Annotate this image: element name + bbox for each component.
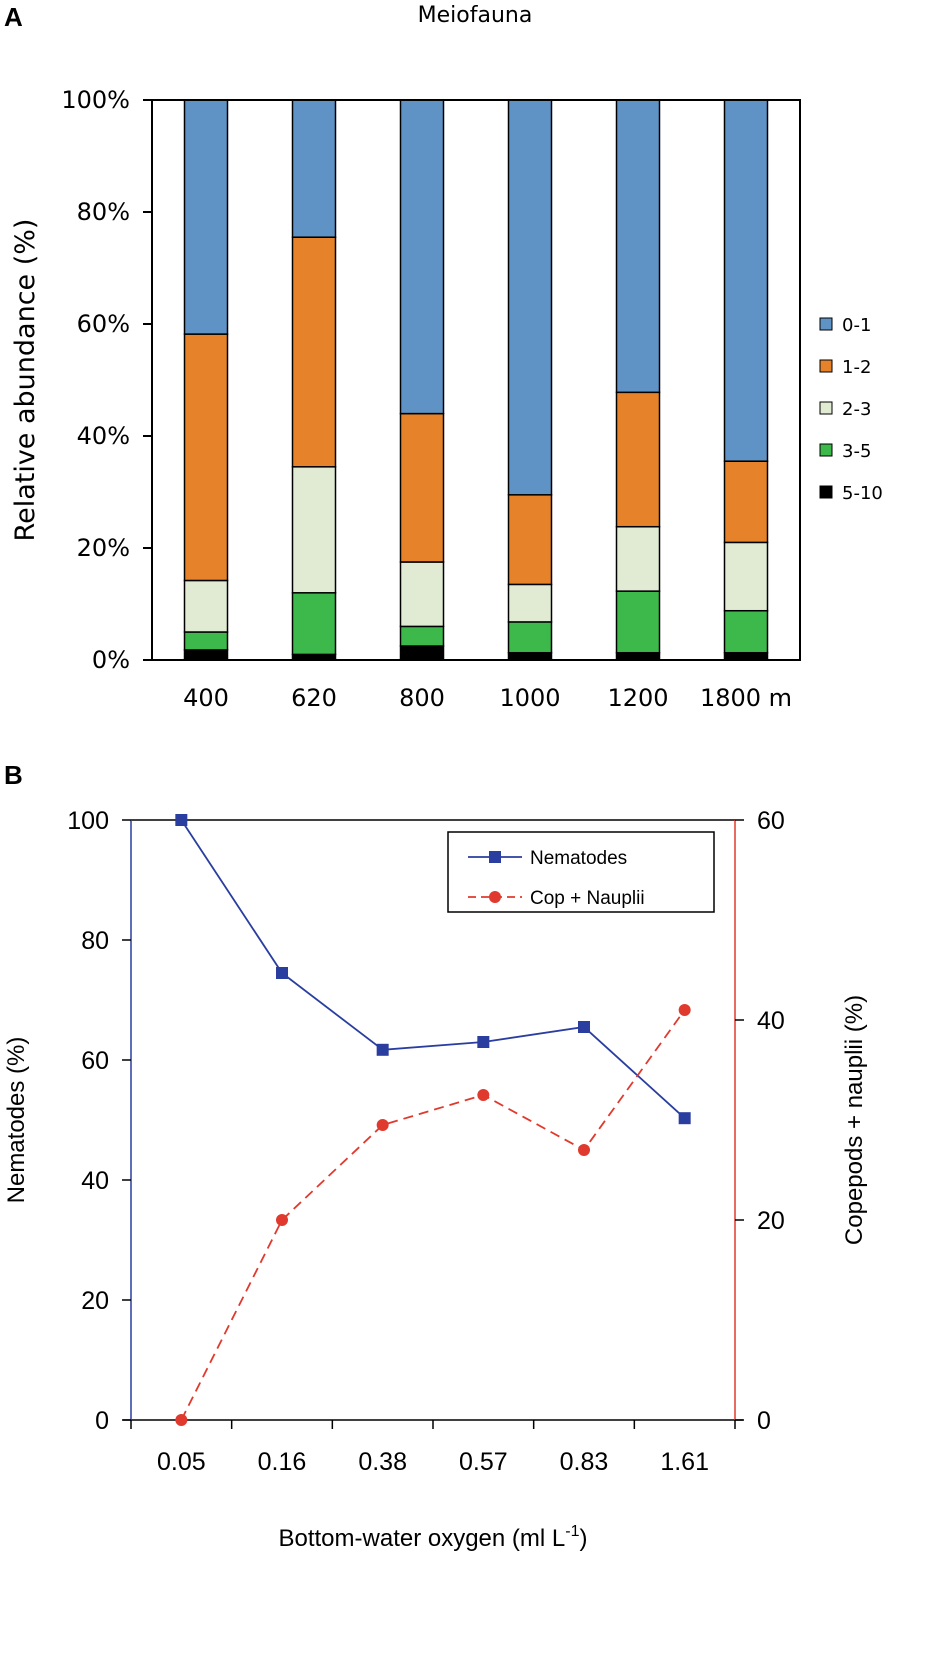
chart-title: Meiofauna — [418, 3, 533, 28]
bar-segment-3-5-620 — [291, 592, 337, 656]
marker-Cop + Nauplii-0.57 — [477, 1089, 490, 1101]
marker-Cop + Nauplii-0.05 — [175, 1414, 188, 1426]
bar-segment-1-2-400 — [183, 333, 229, 582]
x-tick-label: 400 — [183, 684, 229, 712]
legend-label: 2-3 — [842, 399, 871, 420]
bar-segment-3-5-1000 — [507, 621, 553, 654]
bar-segment-0-1-620 — [291, 99, 337, 238]
legend-label: 1-2 — [842, 357, 871, 378]
marker-Nematodes-0.38 — [376, 1043, 389, 1056]
x-tick-label: 1800 m — [700, 684, 792, 712]
x-tick-label: 0.57 — [459, 1448, 508, 1476]
legend-swatch-2-3 — [819, 401, 833, 415]
right-y-axis-label: Copepods + nauplii (%) — [841, 995, 868, 1245]
x-tick-label: 0.83 — [560, 1448, 609, 1476]
marker-Nematodes-0.57 — [477, 1036, 490, 1048]
legend-label: 0-1 — [842, 315, 871, 336]
marker-Nematodes-0.05 — [175, 814, 188, 826]
x-axis-label-close: ) — [580, 1525, 588, 1552]
right-y-tick-label: 20 — [757, 1207, 785, 1235]
bar-segment-5-10-1000 — [507, 651, 553, 661]
panel-b-line-chart: 0.05 0.16 0.38 0.57 0.83 1.61 0 20 40 60 80 100 0 20 4… — [3, 807, 868, 1552]
bar-segment-1-2-1000 — [507, 494, 553, 586]
legend-swatch-1-2 — [819, 359, 833, 373]
x-tick-label: 0.05 — [157, 1448, 206, 1476]
marker-Cop + Nauplii-0.83 — [578, 1144, 590, 1156]
legend-label: 3-5 — [842, 441, 871, 462]
left-y-tick-label: 20 — [81, 1287, 109, 1315]
x-axis-label-superscript: -1 — [565, 1523, 579, 1540]
marker-Nematodes-0.16 — [276, 967, 288, 979]
bar-segment-5-10-400 — [183, 649, 229, 661]
legend-swatch-0-1 — [819, 317, 833, 331]
legend-marker-Nematodes — [489, 851, 501, 863]
x-tick-label: 1.61 — [660, 1448, 709, 1476]
x-axis-label: Bottom-water oxygen (ml L-1) — [278, 1523, 587, 1552]
left-y-tick-label: 40 — [81, 1167, 109, 1195]
left-y-tick-label: 80 — [81, 927, 109, 955]
bar-segment-3-5-1800 m — [723, 609, 769, 654]
bar-segment-1-2-800 — [399, 412, 445, 563]
series-line-Cop + Nauplii — [180, 1009, 686, 1421]
bar-segment-3-5-400 — [183, 631, 229, 651]
y-tick-label: 0% — [92, 646, 130, 674]
y-axis-label: Relative abundance (%) — [10, 219, 41, 542]
left-y-tick-label: 0 — [95, 1407, 109, 1435]
right-y-tick-label: 60 — [757, 807, 785, 835]
panel-a-letter: A — [4, 2, 23, 32]
left-y-tick-label: 100 — [67, 807, 109, 835]
y-tick-label: 20% — [77, 534, 130, 562]
x-tick-label: 0.38 — [358, 1448, 407, 1476]
marker-Cop + Nauplii-0.16 — [276, 1214, 288, 1226]
bar-segment-5-10-1200 — [615, 651, 661, 661]
x-tick-label: 1200 — [607, 684, 668, 712]
x-tick-label: 0.16 — [258, 1448, 307, 1476]
left-y-tick-label: 60 — [81, 1047, 109, 1075]
legend-swatch-3-5 — [819, 443, 833, 457]
x-axis-label-main: Bottom-water oxygen (ml L — [278, 1525, 565, 1552]
y-tick-label: 40% — [77, 422, 130, 450]
bar-segment-2-3-400 — [183, 579, 229, 633]
right-y-tick-label: 0 — [757, 1407, 771, 1435]
bar-segment-0-1-800 — [399, 99, 445, 415]
bar-segment-1-2-1200 — [615, 391, 661, 528]
legend-label: Cop + Nauplii — [530, 888, 645, 909]
bar-segment-2-3-1000 — [507, 583, 553, 623]
bar-segment-2-3-620 — [291, 466, 337, 594]
legend-swatch-5-10 — [819, 485, 833, 499]
left-y-axis-label: Nematodes (%) — [3, 1037, 30, 1204]
plot-frame — [151, 99, 801, 661]
bar-segment-1-2-1800 m — [723, 460, 769, 544]
y-tick-label: 100% — [61, 86, 130, 114]
series-line-Nematodes — [180, 819, 686, 1119]
y-tick-label: 60% — [77, 310, 130, 338]
bar-segment-5-10-800 — [399, 645, 445, 661]
bar-segment-2-3-1800 m — [723, 541, 769, 612]
bar-segment-0-1-1200 — [615, 99, 661, 394]
bar-segment-3-5-1200 — [615, 590, 661, 654]
bar-segment-5-10-1800 m — [723, 651, 769, 661]
x-tick-label: 1000 — [499, 684, 560, 712]
y-tick-label: 80% — [77, 198, 130, 226]
bar-segment-1-2-620 — [291, 236, 337, 468]
x-tick-label: 800 — [399, 684, 445, 712]
marker-Nematodes-0.83 — [578, 1021, 590, 1033]
bar-segment-0-1-1800 m — [723, 99, 769, 462]
right-y-tick-label: 40 — [757, 1007, 785, 1035]
bar-segment-0-1-1000 — [507, 99, 553, 496]
bar-segment-0-1-400 — [183, 99, 229, 335]
marker-Cop + Nauplii-1.61 — [678, 1004, 691, 1016]
panel-a-stacked-bar-chart: Meiofauna 0% 20% 40% 60% 80% 100% 400 620 800 1000… — [10, 3, 883, 712]
bar-segment-2-3-800 — [399, 561, 445, 628]
legend-label: 5-10 — [842, 483, 883, 504]
marker-Nematodes-1.61 — [678, 1112, 691, 1125]
bar-segment-2-3-1200 — [615, 525, 661, 592]
bar-segment-3-5-800 — [399, 625, 445, 647]
panel-b-letter: B — [4, 760, 23, 790]
marker-Cop + Nauplii-0.38 — [376, 1119, 389, 1131]
x-tick-label: 620 — [291, 684, 337, 712]
legend-label: Nematodes — [530, 848, 627, 869]
legend-marker-Cop + Nauplii — [489, 891, 501, 903]
